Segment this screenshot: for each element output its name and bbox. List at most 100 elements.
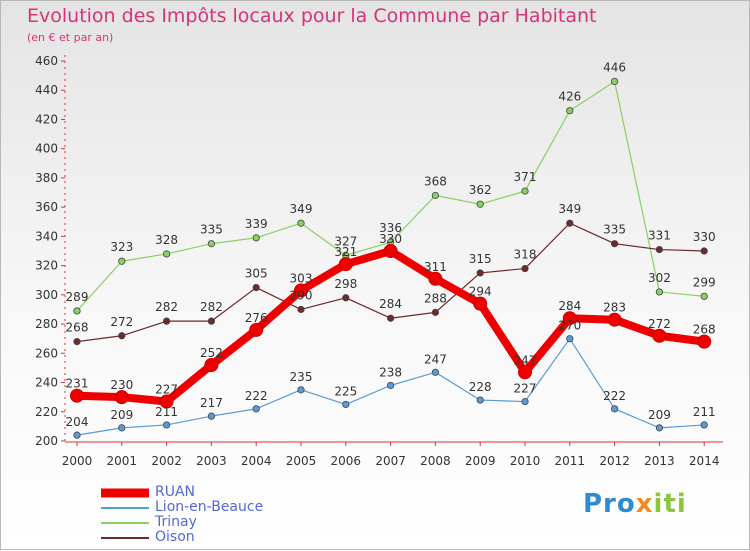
data-label: 270 [558,319,581,333]
data-point [342,400,350,409]
data-point [297,219,305,227]
data-label: 209 [648,408,671,422]
x-tick-label: 2003 [196,454,227,468]
data-label: 230 [110,378,133,392]
data-label: 426 [558,90,581,104]
y-tick-label: 320 [35,259,58,273]
data-label: 282 [155,300,178,314]
data-label: 290 [290,288,313,302]
data-point [476,200,484,208]
series-trinay [73,77,708,315]
data-point [118,424,126,432]
data-label: 211 [155,405,178,419]
data-point [70,388,84,403]
y-tick-label: 220 [35,405,58,419]
data-label: 238 [379,365,402,379]
data-point [652,328,667,343]
data-label: 217 [200,396,223,410]
data-label: 289 [66,290,89,304]
data-label: 371 [514,170,537,184]
data-label: 305 [245,267,268,281]
data-point [521,187,529,195]
data-label: 446 [603,60,626,74]
y-tick-label: 400 [35,142,58,156]
data-label: 335 [603,223,626,237]
x-tick-label: 2010 [510,454,541,468]
data-point [204,358,219,372]
data-label: 303 [290,271,313,285]
data-label: 282 [200,300,223,314]
series-oison [73,219,708,346]
data-point [73,338,81,346]
y-tick-label: 300 [35,288,58,302]
legend-label: Lion-en-Beauce [155,499,264,515]
data-point [700,421,708,429]
data-point [294,283,308,298]
data-point [163,317,171,325]
data-label: 349 [558,202,581,216]
data-point [207,240,215,248]
data-point [73,431,81,439]
data-labels-layer: 204 209 211 217 222 235 225 238 247 228 227 270 222 2… [66,60,716,429]
data-point [338,257,353,272]
legend-swatch [101,506,149,509]
data-point [562,311,577,326]
data-label: 299 [693,275,716,289]
data-label: 298 [334,277,357,291]
data-label: 247 [424,352,447,366]
data-point [521,397,529,406]
data-label: 284 [379,297,402,311]
data-label: 321 [334,245,357,259]
data-label: 252 [200,346,223,360]
x-tick-label: 2000 [62,454,93,468]
x-tick-label: 2005 [286,454,317,468]
data-point [342,294,350,302]
data-point [252,405,260,413]
data-point [697,334,712,349]
y-tick-label: 420 [35,112,58,126]
y-tick-label: 380 [35,171,58,185]
series-layer [70,77,712,439]
data-point [207,317,215,325]
logo-part-2: x [635,489,654,519]
data-point [700,247,708,255]
data-label: 235 [290,370,313,384]
data-point [476,269,484,277]
x-tick-label: 2013 [644,454,675,468]
data-label: 222 [603,389,626,403]
data-label: 227 [514,382,537,396]
series-ruan [70,244,712,409]
data-label: 268 [693,323,716,337]
data-label: 294 [469,285,492,299]
legend-swatch [101,521,149,524]
y-tick-label: 360 [35,200,58,214]
data-label: 362 [469,183,492,197]
data-label: 268 [66,321,89,335]
legend-item-ruan: RUAN [101,484,321,500]
data-point [252,283,260,292]
data-point [566,107,574,115]
chart-subtitle: (en € et par an) [27,31,114,44]
data-point [163,250,171,258]
x-tick-label: 2012 [599,454,630,468]
legend: RUAN Lion-en-Beauce Trinay Oison [101,484,321,545]
data-label: 284 [558,299,581,313]
data-label: 315 [469,252,492,266]
data-point [655,288,664,296]
data-label: 349 [290,202,313,216]
data-point [473,296,488,311]
data-label: 222 [245,389,268,403]
x-tick-label: 2001 [107,454,138,468]
x-tick-label: 2011 [555,454,586,468]
data-point [566,219,574,227]
proxiti-logo: Proxiti [583,489,687,519]
data-point [428,271,443,286]
legend-item-oison: Oison [101,529,321,545]
legend-swatch [101,488,149,497]
data-point [252,234,260,242]
data-point [700,292,708,300]
legend-label: RUAN [155,484,196,500]
chart-title: Evolution des Impôts locaux pour la Comm… [27,5,597,27]
